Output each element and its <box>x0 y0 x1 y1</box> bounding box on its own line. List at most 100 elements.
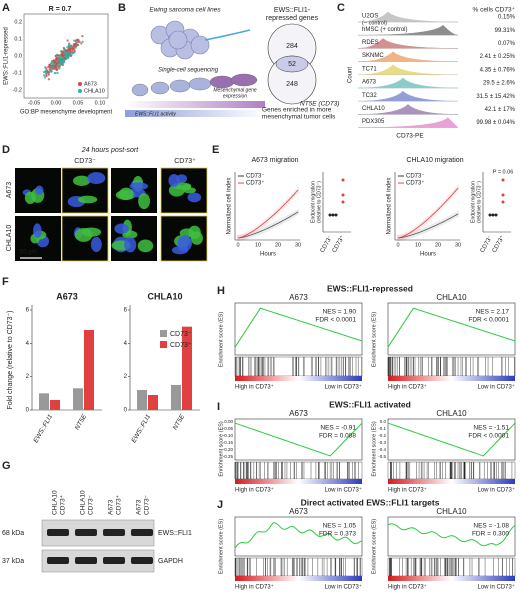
y-axis-label: Count <box>348 67 354 83</box>
y-tick-label: -0.05 <box>223 426 234 431</box>
y-axis-label: Enrichment score (ES) <box>218 519 224 574</box>
row-label: U2OS <box>362 14 378 20</box>
cell-stain <box>187 192 202 203</box>
axis-end-label: High in CD73⁺ <box>235 384 274 391</box>
venn-label: Genes enriched in more <box>262 107 332 114</box>
histogram-ridge <box>357 51 459 62</box>
scatter-point <box>58 57 62 60</box>
endpoint-dot <box>501 193 505 197</box>
scatter-point <box>64 55 67 58</box>
plot-title: CHLA10 migration <box>406 157 463 164</box>
y-tick-label: -0.2 <box>13 87 22 93</box>
cell-shape <box>230 73 258 87</box>
y-tick-label: -0.10 <box>223 433 234 438</box>
x-tick-label: 0 <box>396 242 399 248</box>
plot-title: A673 <box>289 293 308 302</box>
lane-label: A673 <box>136 499 143 515</box>
scatter-point <box>65 53 68 56</box>
legend-label: CD73⁺ <box>406 180 425 187</box>
legend-label: CD73⁺ <box>246 180 265 187</box>
scatter-point <box>66 39 69 42</box>
cell-shape <box>209 75 235 89</box>
cell-stain <box>177 235 193 252</box>
rank-gradient <box>388 576 515 581</box>
scatter-point <box>60 53 63 57</box>
band <box>131 529 153 536</box>
scatter-point <box>76 41 79 44</box>
row-value: 99.98 ± 0.04% <box>476 120 515 126</box>
plot-frame <box>387 516 516 557</box>
y-axis-label: Fold change (relative to CD73⁻) <box>7 310 14 409</box>
bar <box>84 330 94 410</box>
cell-stain <box>118 187 134 201</box>
cell-shape <box>169 79 191 93</box>
plot-title: A673 <box>289 507 308 516</box>
y-tick-label: -0.2 <box>378 433 386 438</box>
y-tick-label: 0.0 <box>380 419 387 424</box>
scatter-point <box>51 65 55 68</box>
cell-stain <box>72 175 91 186</box>
plot-title: CHLA10 <box>147 291 182 301</box>
highlight-label: NT5E (CD73) <box>300 101 339 108</box>
row-label: SKNMC <box>362 53 384 59</box>
venn-overlap <box>275 55 309 73</box>
enrichment-curve <box>387 422 516 457</box>
plot-frame <box>234 516 363 557</box>
row-value: 31.5 ± 15.42% <box>476 94 515 100</box>
axes <box>322 172 351 233</box>
marker-label: 68 kDa <box>2 530 24 537</box>
cell-stain <box>137 239 154 253</box>
lane-label: CD73⁺ <box>60 494 67 515</box>
cell-stain <box>114 223 129 234</box>
cell-shape <box>150 81 170 95</box>
blot <box>41 549 155 573</box>
scatter-point <box>60 61 63 64</box>
y-tick-label: 0.00 <box>224 419 233 424</box>
x-tick-label: 0.10 <box>95 100 106 106</box>
lane-label: CHLA10 <box>80 490 87 515</box>
panel-letter: A <box>2 2 10 14</box>
y-axis-label: Endpoint migration <box>310 181 316 223</box>
scatter-point <box>59 59 62 63</box>
row-label: A673 <box>362 80 377 86</box>
plot-title: CHLA10 <box>436 293 467 302</box>
legend-swatch <box>78 89 82 93</box>
cell-stain <box>124 237 137 253</box>
axis-end-label: Low in CD73⁺ <box>477 384 515 391</box>
panel-letter: F <box>2 276 9 288</box>
endpoint-dot <box>331 213 335 217</box>
endpoint-dot <box>341 200 345 204</box>
lane-label: CD73⁻ <box>88 494 95 515</box>
scatter-point <box>68 46 71 49</box>
panel-letter: J <box>217 499 223 511</box>
x-tick-label: 30 <box>455 242 461 248</box>
row-label: CHLA10 <box>362 106 385 112</box>
fdr-label: FDR < 0.0001 <box>315 317 356 324</box>
y-axis-label: Normalized cell index <box>387 177 393 234</box>
scatter-point <box>52 59 56 62</box>
axis-end-label: High in CD73⁺ <box>388 487 427 494</box>
legend-label: CHLA10 <box>84 88 105 94</box>
scatter-point <box>45 67 48 70</box>
scatter-point <box>55 53 59 56</box>
row-label: RDES <box>362 40 379 46</box>
plot-frame <box>23 13 109 99</box>
y-tick-label: 0.0 <box>14 53 22 59</box>
band-label: GAPDH <box>158 558 183 565</box>
scatter-point <box>73 39 76 42</box>
bar <box>171 385 181 410</box>
axes <box>394 172 460 241</box>
y-tick-label: -0.1 <box>378 426 386 431</box>
cell-stain <box>129 182 149 190</box>
row-label: TC71 <box>362 66 377 72</box>
scatter-point <box>44 71 48 74</box>
row-value: 2.41 ± 0.25% <box>480 54 516 60</box>
scatter-point <box>42 71 46 74</box>
legend-label: CD73⁻ <box>406 174 425 180</box>
band <box>103 529 125 536</box>
x-axis-label: CD73-PE <box>396 133 424 140</box>
axes <box>482 172 511 233</box>
enrichment-curve <box>234 422 363 457</box>
scatter-point <box>74 42 77 46</box>
plot-title: CHLA10 <box>436 409 467 418</box>
